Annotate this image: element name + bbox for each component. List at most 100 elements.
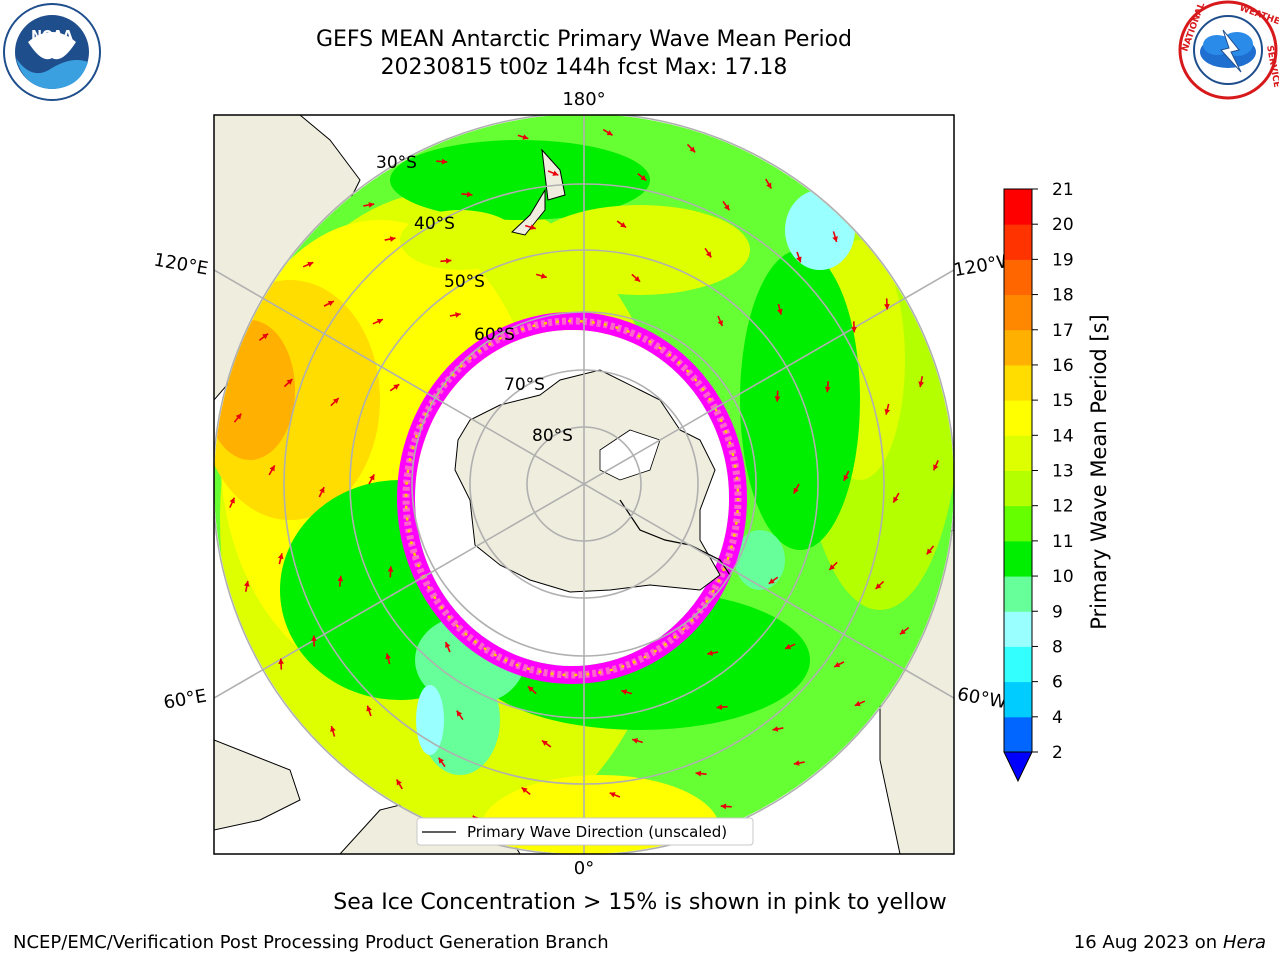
wave-direction-arrowhead [521, 787, 528, 794]
wave-direction-arrowhead [774, 396, 781, 402]
wave-direction-arrowhead [899, 628, 906, 635]
wave-direction-arrowhead [269, 465, 275, 472]
wave-direction-arrowhead [278, 658, 284, 664]
colorbar-tick-label: 21 [1052, 180, 1074, 200]
colorbar-tick-label: 17 [1052, 321, 1074, 341]
colorbar-segment [1004, 224, 1032, 260]
colorbar-tick-label: 18 [1052, 286, 1074, 306]
colorbar-tick-label: 8 [1052, 637, 1063, 657]
wave-direction-arrowhead [337, 575, 344, 582]
wave-direction-arrowhead [793, 487, 799, 494]
graticule [214, 115, 954, 854]
footer-date: 16 Aug 2023 on Hera [1074, 932, 1266, 953]
antarctic-peninsula [619, 499, 731, 576]
wave-direction-arrowhead [640, 174, 647, 181]
colorbar-segment [1004, 505, 1032, 542]
lon-label-120e: 120°E [152, 249, 210, 279]
wave-direction-arrowhead [332, 398, 339, 404]
wave-direction-arrowhead [884, 408, 891, 415]
wave-direction-arrowhead [286, 379, 293, 385]
wave-direction-arrowhead [609, 792, 616, 798]
wave-direction-arrowhead [933, 464, 939, 471]
wave-direction-arrowhead [522, 134, 529, 140]
colorbar-segment [1004, 364, 1032, 401]
colorbar-segment [1004, 611, 1032, 647]
wave-direction-arrowhead [369, 474, 375, 481]
lon-label-0: 0° [574, 858, 594, 879]
wave-direction-arrowhead [620, 222, 627, 228]
wave-direction-arrowhead [689, 146, 696, 153]
colorbar-segment [1004, 259, 1032, 296]
ross-ice-area [599, 429, 661, 481]
wave-direction-arrowhead [330, 726, 336, 732]
wave-direction-arrowhead [455, 312, 461, 318]
wave-direction-arrowhead [445, 257, 452, 264]
wave-direction-arrowhead [793, 760, 800, 766]
colorbar-tick-label: 2 [1052, 743, 1063, 763]
legend-label: Primary Wave Direction (unscaled) [467, 823, 727, 841]
wave-direction-arrowhead [393, 384, 400, 390]
footer-machine: Hera [1222, 932, 1266, 953]
colorbar-segment [1004, 329, 1032, 366]
wave-direction-arrowhead [621, 689, 628, 695]
colorbar-tick-label: 19 [1052, 250, 1074, 270]
map-panel [214, 115, 954, 854]
wave-direction-arrowhead [466, 191, 473, 198]
wave-direction-arrowhead [368, 202, 375, 208]
wave-direction-arrowhead [832, 236, 838, 242]
wave-direction-arrowhead [385, 653, 391, 660]
wave-direction-arrowhead [441, 158, 448, 165]
colorbar-segment [1004, 716, 1032, 753]
wave-direction-arrowhead [766, 182, 772, 189]
wave-direction-arrowhead [396, 779, 402, 786]
wave-direction-arrowhead [307, 261, 314, 268]
lat-label-80s: 80°S [532, 426, 573, 446]
wave-direction-arrowhead [445, 641, 451, 648]
colorbar-segment [1004, 294, 1032, 331]
lon-label-60w: 60°W [956, 684, 1009, 713]
wave-direction-arrowhead [768, 578, 775, 584]
footer-credit: NCEP/EMC/Verification Post Processing Pr… [13, 932, 609, 953]
wave-direction-arrowhead [707, 650, 713, 656]
colorbar-segment [1004, 400, 1032, 436]
colorbar-tick-label: 15 [1052, 391, 1074, 411]
wave-direction-arrowhead [229, 497, 235, 504]
wave-direction-arrowhead [695, 770, 702, 777]
lat-label-70s: 70°S [504, 375, 545, 395]
colorbar-extend-arrow [1003, 751, 1033, 783]
wave-direction-arrowhead [851, 327, 857, 333]
wave-direction-arrowhead [527, 686, 534, 692]
wave-direction-arrowhead [926, 548, 933, 555]
colorbar-segment [1004, 681, 1032, 718]
wave-direction-arrowhead [438, 757, 444, 764]
wave-direction-arrowhead [632, 738, 639, 744]
colorbar-segment [1004, 435, 1032, 471]
wave-direction-arrowhead [456, 710, 463, 717]
wave-direction-arrowhead [918, 381, 924, 388]
wave-direction-arrowhead [716, 704, 723, 711]
wave-direction-arrowhead [606, 130, 613, 136]
wave-direction-arrowhead [796, 256, 802, 263]
colorbar-label: Primary Wave Mean Period [s] [1087, 314, 1111, 630]
wave-direction-arrowhead [717, 320, 723, 327]
colorbar-tick-label: 11 [1052, 532, 1074, 552]
chart-subtitle: 20230815 t00z 144h fcst Max: 17.18 [380, 55, 788, 80]
colorbar-tick-label: 14 [1052, 426, 1074, 446]
land-antarctica [454, 369, 721, 593]
wave-direction-arrowhead [772, 726, 779, 732]
wave-direction-arrowhead [376, 318, 383, 325]
wave-direction-arrowhead [541, 740, 548, 746]
map-legend: Primary Wave Direction (unscaled) [416, 817, 754, 846]
lat-label-50s: 50°S [444, 272, 485, 292]
wave-direction-arrowhead [634, 276, 641, 282]
lat-label-30s: 30°S [376, 153, 417, 173]
footer-date-text: 16 Aug 2023 on [1073, 932, 1218, 953]
wave-direction-arrowhead [843, 474, 849, 481]
wave-direction-arrowhead [724, 204, 730, 211]
colorbar: 2 4 6 8 9 10 11 12 13 14 15 16 17 18 19 20 21 Primary Wa… [1003, 180, 1111, 783]
wave-direction-arrowhead [824, 386, 831, 393]
wave-direction-arrowhead [785, 643, 792, 650]
wave-direction-arrowhead [366, 705, 372, 712]
chart-title: GEFS MEAN Antarctic Primary Wave Mean Pe… [315, 27, 853, 52]
